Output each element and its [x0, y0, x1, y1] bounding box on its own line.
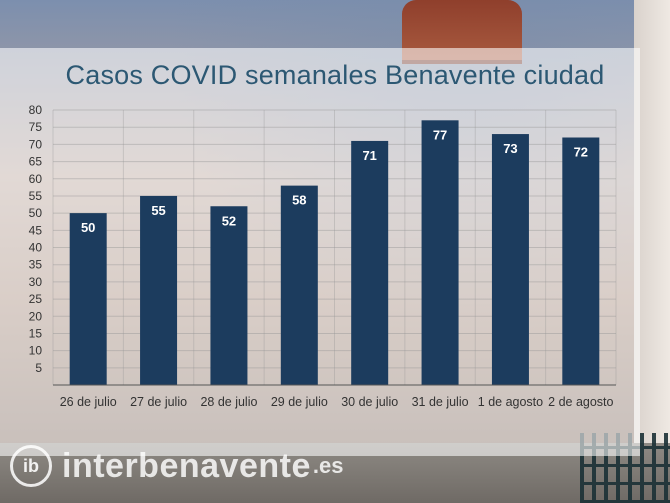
chart-axes: 5 10 15 20 25 30 35 40 45 50 55 60 65 70 75 80 26 de jul…: [29, 103, 616, 409]
bar: [210, 206, 248, 385]
data-label: 77: [433, 127, 447, 142]
data-label: 55: [151, 203, 165, 218]
y-tick-label: 75: [29, 120, 43, 134]
background-building: [634, 0, 670, 503]
x-tick-label: 1 de agosto: [478, 395, 543, 409]
watermark-text: interbenavente: [62, 446, 311, 485]
y-tick-label: 65: [29, 155, 43, 169]
y-tick-label: 80: [29, 103, 43, 117]
bar: [562, 137, 600, 385]
y-tick-label: 10: [29, 344, 43, 358]
x-tick-label: 28 de julio: [200, 395, 257, 409]
bar: [280, 185, 318, 385]
chart-bars: 50 55 52 58 71 77 73 72: [69, 120, 600, 385]
y-tick-label: 50: [29, 206, 43, 220]
x-tick-label: 2 de agosto: [548, 395, 613, 409]
y-tick-label: 5: [35, 361, 42, 375]
y-tick-label: 15: [29, 326, 43, 340]
bar: [69, 213, 107, 385]
bar: [351, 140, 389, 385]
watermark-tld: .es: [312, 453, 344, 478]
data-label: 50: [81, 220, 95, 235]
x-tick-label: 31 de julio: [412, 395, 469, 409]
y-tick-label: 35: [29, 258, 43, 272]
x-tick-label: 26 de julio: [60, 395, 117, 409]
bar: [140, 195, 178, 385]
data-label: 73: [503, 141, 517, 156]
data-label: 52: [222, 213, 236, 228]
x-tick-label: 27 de julio: [130, 395, 187, 409]
x-tick-label: 30 de julio: [341, 395, 398, 409]
data-label: 71: [362, 148, 376, 163]
y-tick-label: 70: [29, 137, 43, 151]
watermark: ib interbenavente .es: [10, 444, 343, 488]
y-tick-label: 25: [29, 292, 43, 306]
y-tick-label: 55: [29, 189, 43, 203]
y-tick-label: 30: [29, 275, 43, 289]
chart-grid: [52, 109, 617, 385]
y-tick-label: 40: [29, 241, 43, 255]
y-tick-label: 45: [29, 223, 43, 237]
watermark-logo: ib: [10, 445, 52, 487]
bar: [491, 134, 529, 385]
bar: [421, 120, 459, 385]
data-label: 58: [292, 193, 306, 208]
chart-title: Casos COVID semanales Benavente ciudad: [65, 60, 605, 90]
y-tick-label: 60: [29, 172, 43, 186]
data-label: 72: [574, 145, 588, 160]
x-tick-label: 29 de julio: [271, 395, 328, 409]
y-tick-label: 20: [29, 309, 43, 323]
